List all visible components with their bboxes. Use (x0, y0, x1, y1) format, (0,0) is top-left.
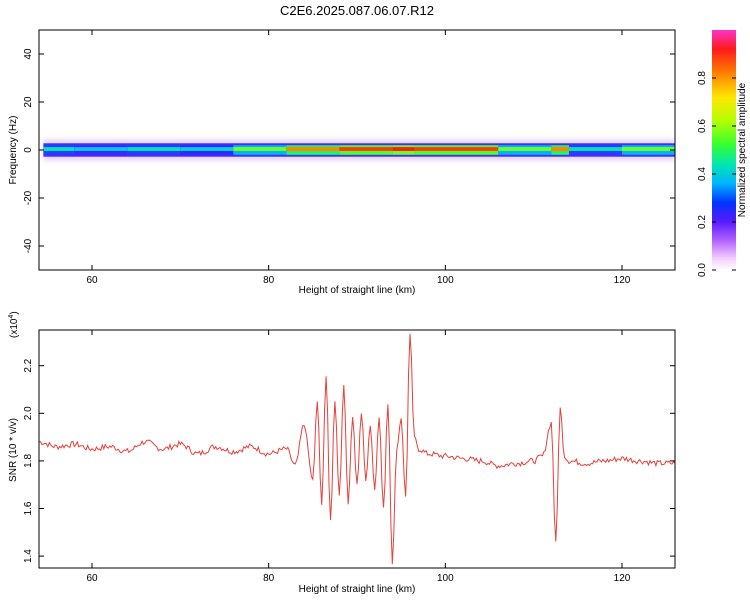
colorbar-tick-label: 0.4 (697, 167, 708, 181)
bottom-y-ticks: 1.4 1.6 1.8 2.0 2.2 (23, 358, 675, 563)
snr-series-line (39, 333, 675, 565)
bottom-x-tick-label: 120 (614, 573, 631, 584)
colorbar-tick-label: 0.2 (697, 215, 708, 229)
bottom-y-axis-label: SNR (10 * v/v) (8, 418, 19, 482)
bottom-x-ticks: 60 80 100 120 (86, 330, 631, 584)
bottom-x-tick-label: 80 (263, 573, 275, 584)
top-y-tick-label: -40 (23, 238, 34, 253)
band-segment-core (414, 147, 499, 151)
band-segment-core (127, 147, 181, 151)
chart-title: C2E6.2025.087.06.07.R12 (280, 3, 434, 18)
bottom-y-tick-label: 2.0 (23, 406, 34, 420)
bottom-x-tick-label: 100 (437, 573, 454, 584)
top-y-tick-label: 0 (23, 147, 34, 153)
top-y-tick-label: 20 (23, 96, 34, 108)
top-x-tick-label: 120 (614, 275, 631, 286)
band-segment-core (498, 147, 552, 151)
bottom-x-axis-label: Height of straight line (km) (299, 584, 416, 595)
top-x-tick-label: 80 (263, 275, 275, 286)
top-y-ticks: -40 -20 0 20 40 (23, 48, 675, 253)
colorbar-gradient (712, 30, 736, 270)
bottom-x-tick-label: 60 (86, 573, 98, 584)
band-segment-core (74, 147, 128, 151)
colorbar-label: Normalized spectral amplitude (737, 82, 748, 217)
colorbar-tick-label: 0.0 (697, 263, 708, 277)
band-segment-core (392, 147, 415, 151)
top-y-tick-label: -20 (23, 190, 34, 205)
band-segment-core (551, 147, 569, 151)
bottom-y-tick-label: 1.8 (23, 454, 34, 468)
band-segment-core (569, 147, 622, 151)
bottom-y-tick-label: 1.6 (23, 501, 34, 515)
colorbar-tick-label: 0.8 (697, 71, 708, 85)
band-segment-core (286, 147, 340, 151)
band-segment-core (339, 147, 393, 151)
band-segment-core (43, 147, 75, 151)
bottom-y-tick-label: 1.4 (23, 549, 34, 563)
spectrogram-panel: 60 80 100 120 -40 -20 0 20 40 Height of straigh… (8, 29, 676, 296)
band-segment-core (622, 147, 675, 151)
colorbar: 0.0 0.2 0.4 0.6 0.8 Normalized spectral ampl… (697, 30, 748, 277)
top-x-tick-label: 100 (437, 275, 454, 286)
top-x-tick-label: 60 (86, 275, 98, 286)
top-y-tick-label: 40 (23, 48, 34, 60)
bottom-y-tick-label: 2.2 (23, 358, 34, 372)
top-y-axis-label: Frequency (Hz) (8, 116, 19, 185)
band-segment-core (180, 147, 234, 151)
colorbar-ticks: 0.0 0.2 0.4 0.6 0.8 (697, 71, 736, 277)
y-multiplier-label: (x104) (8, 311, 20, 338)
band-segment-core (233, 147, 287, 151)
colorbar-tick-label: 0.6 (697, 119, 708, 133)
top-x-axis-label: Height of straight line (km) (299, 285, 416, 296)
snr-panel: 60 80 100 120 1.4 1.6 1.8 2.0 2.2 Height of str… (8, 311, 676, 595)
top-x-ticks: 60 80 100 120 (86, 30, 631, 286)
bottom-plot-frame (38, 329, 676, 569)
spectral-band (43, 139, 675, 161)
